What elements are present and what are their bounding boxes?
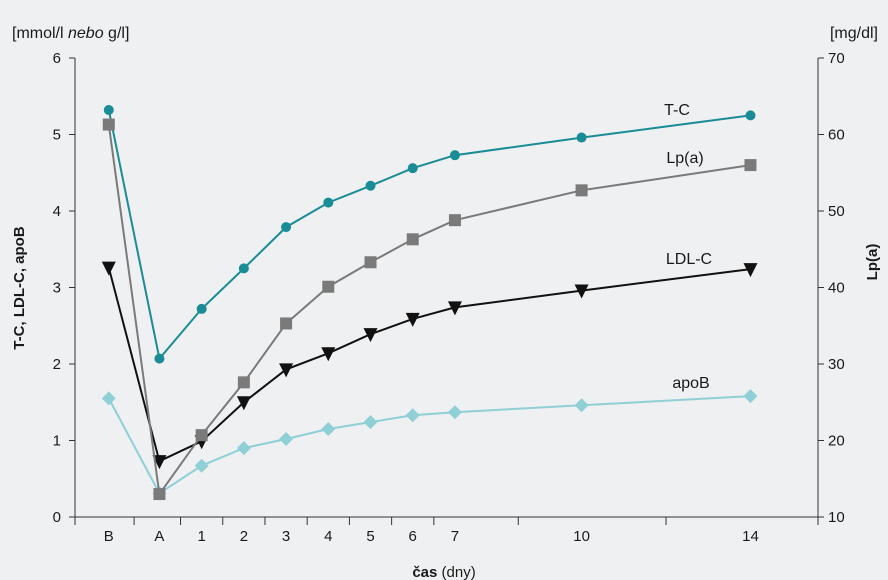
data-point-lp-a	[102, 118, 115, 131]
data-point-ldl-c	[447, 301, 462, 316]
data-point-apob	[447, 405, 462, 420]
data-point-t-c	[576, 132, 587, 143]
right-tick-label: 70	[828, 50, 845, 67]
left-tick-label: 6	[53, 50, 61, 67]
data-point-t-c	[449, 150, 460, 161]
data-point-lp-a	[364, 256, 377, 269]
data-point-apob	[405, 408, 420, 423]
data-point-apob	[194, 458, 209, 473]
data-point-lp-a	[195, 429, 208, 442]
x-tick-label: 10	[573, 528, 590, 545]
data-point-t-c	[196, 303, 207, 314]
right-axis-unit: [mg/dl]	[830, 25, 878, 42]
right-tick-label: 30	[828, 356, 845, 373]
series-t-c	[103, 105, 756, 364]
series-label-lp-a: Lp(a)	[666, 150, 703, 167]
data-point-ldl-c	[236, 396, 251, 411]
left-tick-label: 1	[53, 433, 61, 450]
data-point-lp-a	[153, 488, 166, 501]
right-tick-label: 50	[828, 203, 845, 220]
data-point-t-c	[407, 163, 418, 174]
data-point-ldl-c	[101, 261, 116, 276]
x-tick-label: 2	[240, 528, 248, 545]
series-lp-a	[102, 118, 757, 501]
x-tick-label: 4	[324, 528, 332, 545]
x-tick-label: 14	[742, 528, 759, 545]
data-point-ldl-c	[321, 347, 336, 362]
data-point-t-c	[154, 353, 165, 364]
data-point-apob	[363, 415, 378, 430]
data-point-ldl-c	[405, 312, 420, 327]
x-tick-label: B	[104, 528, 114, 545]
data-point-lp-a	[406, 233, 419, 246]
data-point-ldl-c	[743, 263, 758, 278]
left-tick-label: 5	[53, 127, 61, 144]
x-tick-label: 7	[451, 528, 459, 545]
data-point-apob	[743, 389, 758, 404]
x-tick-label: A	[154, 528, 164, 545]
data-point-ldl-c	[574, 284, 589, 299]
data-point-lp-a	[280, 317, 293, 330]
axes: 0 1 2 3 4 5 6 10 20 30 40 50 60 70 B A 1 2 3 4 5 6 7 10 14	[53, 50, 845, 545]
data-point-ldl-c	[363, 328, 378, 343]
data-point-t-c	[745, 110, 756, 121]
data-point-apob	[101, 391, 116, 406]
right-tick-label: 60	[828, 127, 845, 144]
left-axis-title: T-C, LDL-C, apoB	[11, 226, 28, 349]
left-axis-unit: [mmol/l nebo g/l]	[12, 25, 129, 42]
series-label-t-c: T-C	[664, 102, 690, 119]
left-tick-label: 2	[53, 356, 61, 373]
data-point-t-c	[281, 222, 292, 233]
x-axis-title: čas (dny)	[412, 564, 475, 580]
data-point-apob	[321, 422, 336, 437]
left-tick-label: 4	[53, 203, 61, 220]
right-tick-label: 20	[828, 433, 845, 450]
series-label-apob: apoB	[672, 375, 709, 392]
data-point-t-c	[103, 105, 114, 116]
series-group	[101, 105, 758, 501]
data-point-apob	[279, 431, 294, 446]
series-apob	[101, 389, 758, 501]
x-tick-label: 5	[366, 528, 374, 545]
data-point-lp-a	[448, 214, 461, 227]
data-point-t-c	[238, 263, 249, 274]
x-tick-label: 6	[409, 528, 417, 545]
data-point-apob	[574, 398, 589, 413]
right-tick-label: 40	[828, 280, 845, 297]
left-tick-label: 3	[53, 280, 61, 297]
series-label-ldl-c: LDL-C	[666, 251, 712, 268]
left-tick-label: 0	[53, 509, 61, 526]
data-point-t-c	[323, 197, 334, 208]
data-point-ldl-c	[152, 455, 167, 470]
data-point-apob	[236, 441, 251, 456]
right-axis-title: Lp(a)	[864, 244, 881, 281]
data-point-ldl-c	[279, 363, 294, 378]
data-point-lp-a	[575, 184, 588, 197]
right-tick-label: 10	[828, 509, 845, 526]
x-tick-label: 3	[282, 528, 290, 545]
data-point-lp-a	[322, 280, 335, 293]
data-point-t-c	[365, 180, 376, 191]
data-point-lp-a	[744, 159, 757, 172]
data-point-lp-a	[237, 376, 250, 389]
series-labels: T-C Lp(a) LDL-C apoB	[664, 102, 712, 392]
x-tick-label: 1	[197, 528, 205, 545]
